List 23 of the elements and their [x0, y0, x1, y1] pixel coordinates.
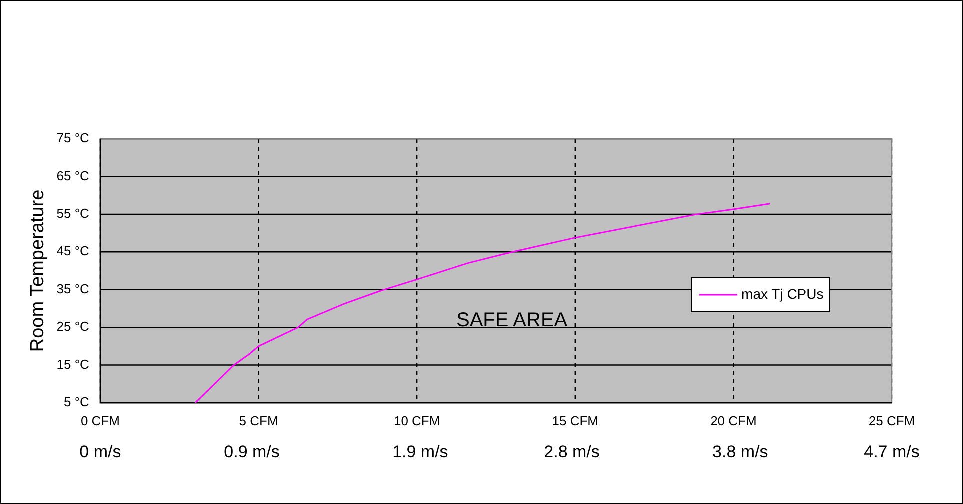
annotation: SAFE AREA	[456, 310, 568, 332]
x-tick-label: 25 CFM	[868, 413, 916, 428]
x-tick-label: 20 CFM	[710, 413, 757, 428]
x-tick-label: 10 CFM	[394, 413, 440, 428]
x2-tick-label: 1.9 m/s	[392, 442, 448, 462]
y-axis-title: Room Temperature	[28, 190, 49, 352]
x-tick-label: 15 CFM	[552, 413, 598, 428]
x2-tick-label: 4.7 m/s	[864, 442, 920, 462]
y-tick-label: 65 °C	[56, 168, 90, 184]
y-tick-label: 45 °C	[56, 244, 90, 259]
x2-tick-label: 2.8 m/s	[544, 442, 600, 462]
y-tick-label: 25 °C	[56, 319, 90, 334]
x-tick-label: 0 CFM	[80, 413, 120, 428]
y-tick-label: 55 °C	[56, 206, 90, 222]
x-tick-label: 5 CFM	[239, 413, 278, 428]
y-tick-label: 5 °C	[64, 394, 90, 410]
legend-label: max Tj CPUs	[742, 286, 824, 302]
y-tick-label: 15 °C	[56, 356, 90, 372]
y-tick-label: 75 °C	[56, 130, 90, 146]
y-tick-label: 35 °C	[56, 281, 90, 296]
x2-tick-label: 3.8 m/s	[712, 442, 768, 462]
x2-tick-label: 0 m/s	[80, 442, 122, 462]
x2-tick-label: 0.9 m/s	[224, 442, 280, 462]
